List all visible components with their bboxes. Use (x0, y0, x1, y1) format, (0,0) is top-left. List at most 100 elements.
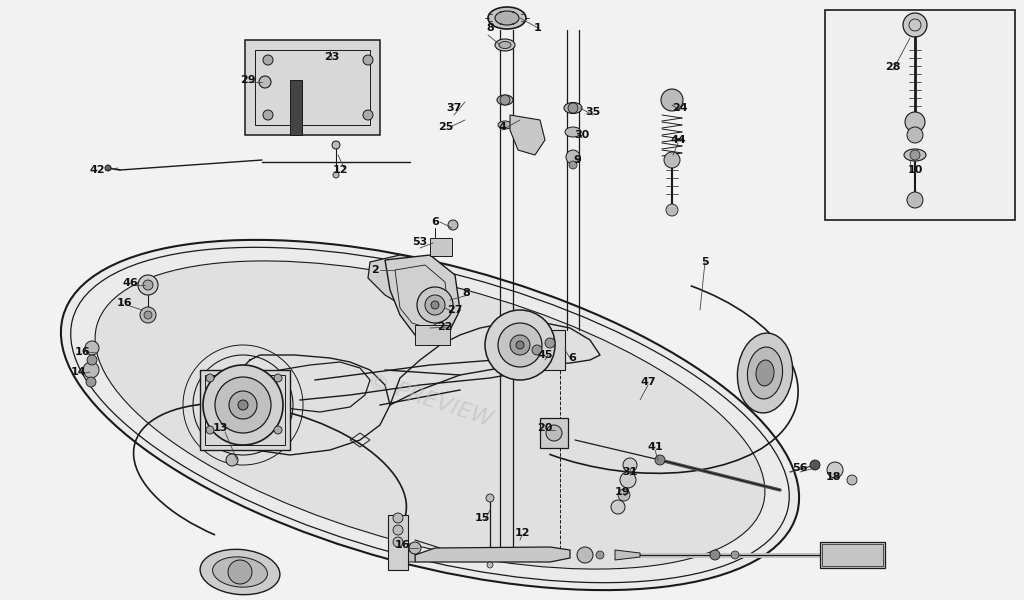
Text: 47: 47 (640, 377, 655, 387)
Text: © PREVIEW: © PREVIEW (365, 370, 495, 430)
Circle shape (810, 460, 820, 470)
Bar (510, 330, 565, 370)
Circle shape (620, 472, 636, 488)
Bar (245, 40, 380, 135)
Bar (415, 325, 450, 345)
Circle shape (332, 141, 340, 149)
Text: 29: 29 (241, 75, 256, 85)
Text: 20: 20 (538, 423, 553, 433)
Ellipse shape (756, 360, 774, 386)
Circle shape (333, 172, 339, 178)
Polygon shape (406, 549, 415, 562)
Bar (255, 50, 370, 125)
Text: 6: 6 (431, 217, 439, 227)
Text: 27: 27 (447, 305, 463, 315)
Text: 9: 9 (573, 155, 581, 165)
Circle shape (487, 562, 493, 568)
Circle shape (611, 500, 625, 514)
Ellipse shape (200, 550, 280, 595)
Circle shape (905, 112, 925, 132)
Polygon shape (415, 547, 570, 562)
Bar (205, 375, 285, 445)
Circle shape (485, 310, 555, 380)
Text: 16: 16 (75, 347, 91, 357)
Ellipse shape (95, 261, 765, 569)
Circle shape (532, 345, 542, 355)
Ellipse shape (495, 11, 519, 25)
Circle shape (510, 335, 530, 355)
Text: 31: 31 (623, 467, 638, 477)
Text: 15: 15 (474, 513, 489, 523)
Bar (820, 542, 885, 568)
Circle shape (655, 455, 665, 465)
Circle shape (229, 391, 257, 419)
Text: 8: 8 (486, 23, 494, 33)
Ellipse shape (737, 333, 793, 413)
Circle shape (568, 103, 578, 113)
Circle shape (577, 547, 593, 563)
Circle shape (486, 494, 494, 502)
Ellipse shape (904, 149, 926, 161)
Ellipse shape (488, 7, 526, 29)
Circle shape (238, 400, 248, 410)
Text: 16: 16 (116, 298, 132, 308)
Ellipse shape (564, 103, 582, 113)
Circle shape (87, 355, 97, 365)
Ellipse shape (60, 240, 799, 590)
Polygon shape (368, 255, 445, 315)
Ellipse shape (748, 347, 782, 399)
Circle shape (907, 127, 923, 143)
Circle shape (545, 338, 555, 348)
Text: 25: 25 (438, 122, 454, 132)
Circle shape (144, 311, 152, 319)
Ellipse shape (213, 557, 267, 587)
Text: 8: 8 (462, 288, 470, 298)
Circle shape (393, 537, 403, 547)
Bar (200, 370, 290, 450)
Bar (825, 10, 1015, 220)
Circle shape (907, 192, 923, 208)
Circle shape (417, 287, 453, 323)
Text: 6: 6 (568, 353, 575, 363)
Text: 10: 10 (907, 165, 923, 175)
Circle shape (827, 462, 843, 478)
Circle shape (105, 165, 111, 171)
Circle shape (140, 307, 156, 323)
Circle shape (393, 525, 403, 535)
Circle shape (569, 161, 577, 169)
Circle shape (566, 150, 580, 164)
Circle shape (362, 110, 373, 120)
Text: 12: 12 (332, 165, 348, 175)
Text: 16: 16 (395, 540, 411, 550)
Circle shape (664, 152, 680, 168)
Circle shape (596, 551, 604, 559)
Polygon shape (385, 255, 460, 340)
Text: 4: 4 (498, 122, 506, 132)
Text: 2: 2 (371, 265, 379, 275)
Circle shape (662, 89, 683, 111)
Text: 1: 1 (535, 23, 542, 33)
Circle shape (206, 374, 214, 382)
Text: 45: 45 (538, 350, 553, 360)
Circle shape (274, 426, 282, 434)
Ellipse shape (565, 127, 581, 137)
Circle shape (431, 301, 439, 309)
Circle shape (731, 551, 739, 559)
Circle shape (143, 280, 153, 290)
Text: 23: 23 (325, 52, 340, 62)
Ellipse shape (495, 39, 515, 51)
Bar (430, 238, 452, 256)
Circle shape (83, 362, 99, 378)
Polygon shape (510, 115, 545, 155)
Text: 12: 12 (514, 528, 529, 538)
Circle shape (910, 150, 920, 160)
Text: 19: 19 (614, 487, 630, 497)
Circle shape (86, 377, 96, 387)
Circle shape (546, 425, 562, 441)
Circle shape (274, 374, 282, 382)
Circle shape (847, 475, 857, 485)
Circle shape (618, 489, 630, 501)
Circle shape (263, 55, 273, 65)
Text: 41: 41 (647, 442, 663, 452)
Text: 28: 28 (886, 62, 901, 72)
